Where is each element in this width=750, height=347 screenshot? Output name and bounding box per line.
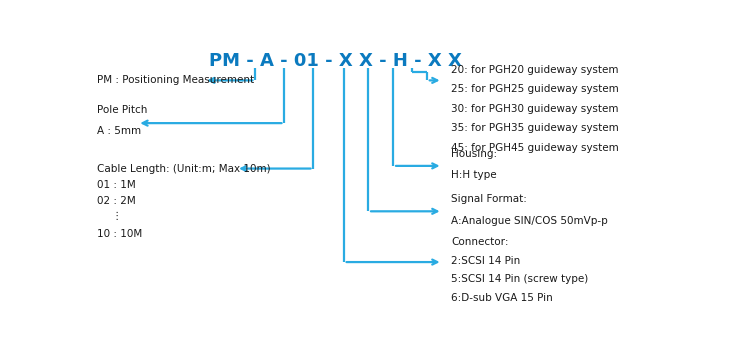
Text: A:Analogue SIN/COS 50mVp-p: A:Analogue SIN/COS 50mVp-p — [452, 215, 608, 226]
Text: PM - A - 01 - X X - H - X X: PM - A - 01 - X X - H - X X — [209, 52, 461, 70]
Text: 2:SCSI 14 Pin: 2:SCSI 14 Pin — [452, 256, 520, 266]
Text: 6:D-sub VGA 15 Pin: 6:D-sub VGA 15 Pin — [452, 293, 553, 303]
Text: Pole Pitch: Pole Pitch — [97, 105, 147, 115]
Text: 02 : 2M: 02 : 2M — [97, 196, 136, 206]
Text: 45: for PGH45 guideway system: 45: for PGH45 guideway system — [452, 143, 619, 153]
Text: Housing:: Housing: — [452, 149, 497, 159]
Text: 10 : 10M: 10 : 10M — [97, 229, 142, 239]
Text: ⋮: ⋮ — [111, 211, 122, 221]
Text: 30: for PGH30 guideway system: 30: for PGH30 guideway system — [452, 104, 619, 114]
Text: Cable Length: (Unit:m; Max 10m): Cable Length: (Unit:m; Max 10m) — [97, 163, 270, 174]
Text: 5:SCSI 14 Pin (screw type): 5:SCSI 14 Pin (screw type) — [452, 274, 589, 285]
Text: Signal Format:: Signal Format: — [452, 194, 527, 204]
Text: 25: for PGH25 guideway system: 25: for PGH25 guideway system — [452, 84, 619, 94]
Text: 01 : 1M: 01 : 1M — [97, 180, 136, 191]
Text: PM : Positioning Measurement: PM : Positioning Measurement — [97, 75, 254, 85]
Text: 35: for PGH35 guideway system: 35: for PGH35 guideway system — [452, 123, 619, 133]
Text: H:H type: H:H type — [452, 170, 497, 180]
Text: 20: for PGH20 guideway system: 20: for PGH20 guideway system — [452, 65, 619, 75]
Text: Connector:: Connector: — [452, 237, 509, 247]
Text: A : 5mm: A : 5mm — [97, 126, 141, 136]
